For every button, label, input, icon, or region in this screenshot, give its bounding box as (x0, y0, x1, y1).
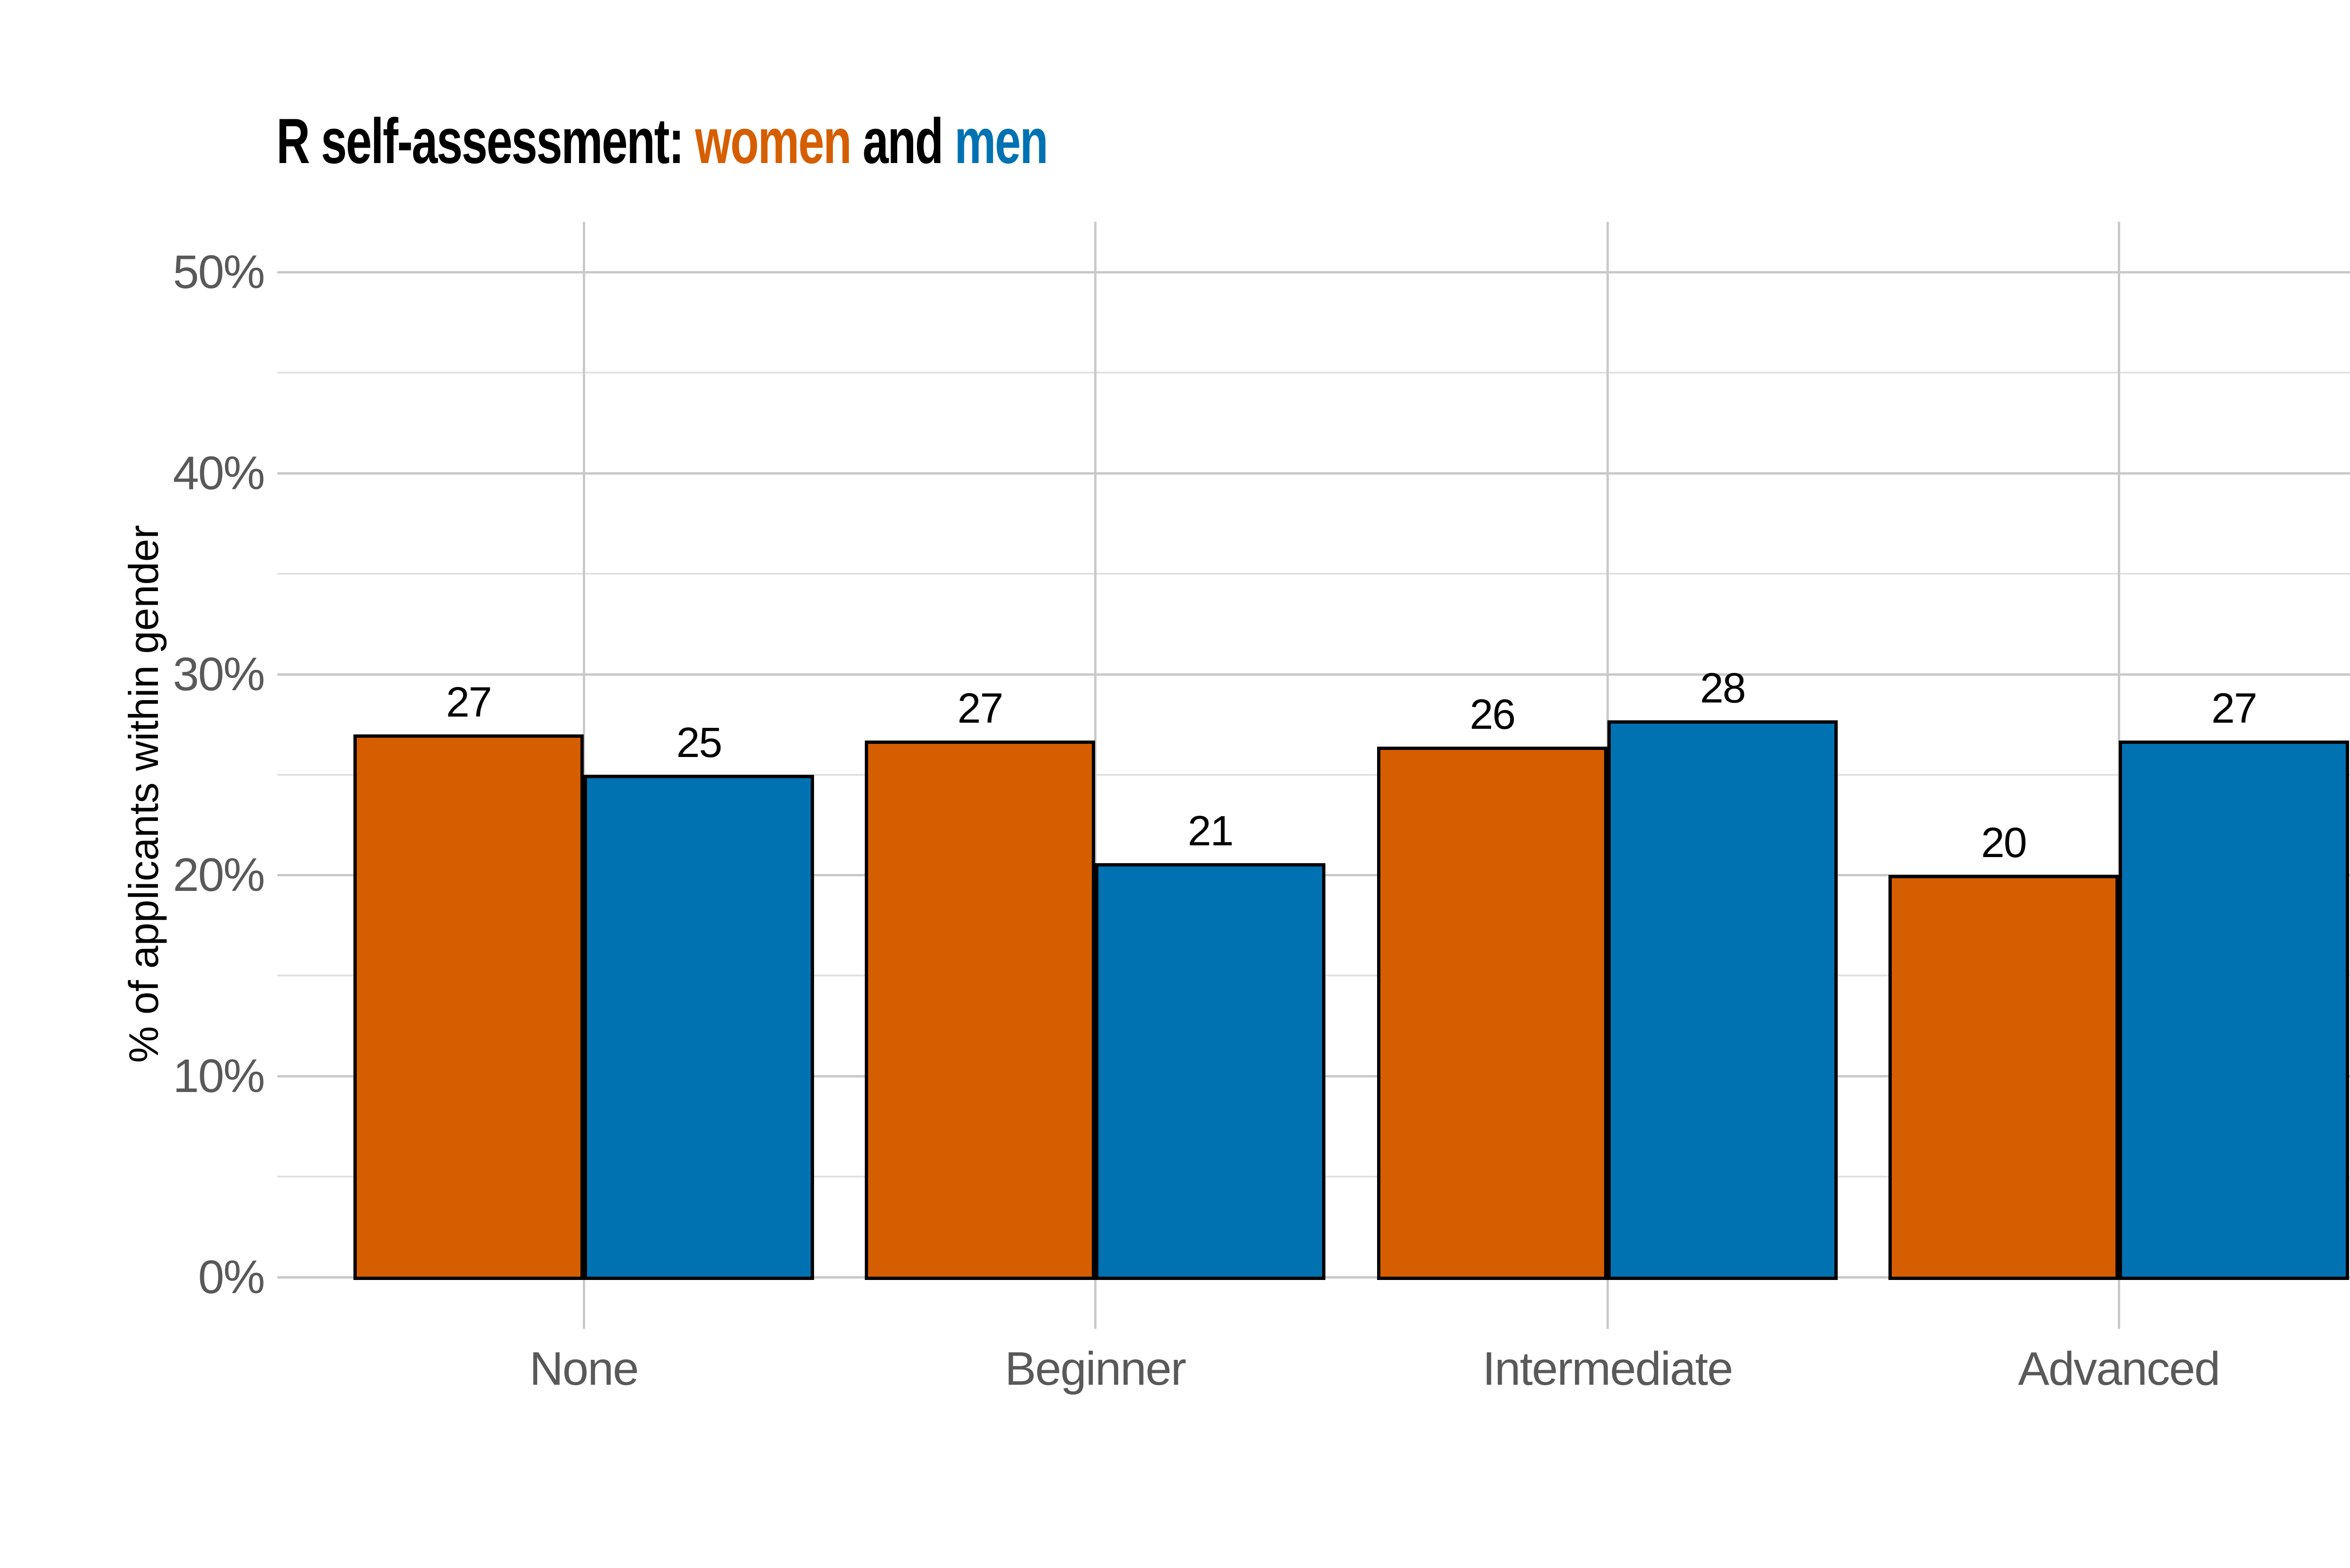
chart-title-and-word: and (850, 105, 955, 177)
bar-label-women-advanced: 20 (1981, 819, 2027, 867)
gridline-minor-35 (277, 572, 2350, 575)
bar-women-beginner (865, 740, 1095, 1280)
x-tick-label-advanced: Advanced (2018, 1342, 2221, 1395)
x-tick-label-none: None (529, 1342, 639, 1395)
bar-men-none (584, 774, 814, 1280)
gridline-minor-25 (277, 773, 2350, 776)
bar-label-men-advanced: 27 (2211, 685, 2257, 732)
bar-women-intermediate (1377, 746, 1607, 1280)
chart-title-men-word: men (954, 105, 1049, 177)
bar-men-beginner (1095, 863, 1325, 1280)
x-tick-advanced (2118, 1277, 2120, 1329)
chart-title-women-word: women (695, 105, 852, 177)
gridline-minor-45 (277, 371, 2350, 374)
bar-men-intermediate (1607, 720, 1838, 1280)
y-tick-label-30: 30% (172, 647, 265, 701)
y-tick-label-20: 20% (172, 849, 265, 902)
bar-label-men-intermediate: 28 (1700, 664, 1746, 712)
y-tick-label-0: 0% (198, 1251, 265, 1303)
x-tick-none (583, 1277, 585, 1329)
bar-women-none (353, 734, 584, 1280)
bar-label-men-none: 25 (676, 719, 722, 766)
bar-women-advanced (1888, 875, 2119, 1280)
gridline-major-40 (277, 472, 2350, 475)
bar-label-men-beginner: 21 (1187, 807, 1234, 855)
bar-label-women-none: 27 (446, 679, 492, 726)
gridline-vertical-beginner (1094, 222, 1097, 1277)
y-tick-label-50: 50% (172, 246, 265, 298)
gridline-major-50 (277, 271, 2350, 273)
x-tick-label-intermediate: Intermediate (1482, 1342, 1733, 1395)
bar-men-advanced (2119, 740, 2349, 1280)
y-tick-label-40: 40% (172, 446, 265, 499)
chart-title-prefix: R self-assessment: (276, 105, 695, 177)
x-tick-beginner (1094, 1277, 1097, 1329)
bar-label-women-beginner: 27 (957, 685, 1003, 732)
x-tick-label-beginner: Beginner (1004, 1342, 1186, 1395)
gridline-vertical-none (583, 222, 585, 1277)
chart-title: R self-assessment: women and men (276, 104, 1049, 178)
gridline-major-30 (277, 673, 2350, 676)
bar-label-women-intermediate: 26 (1469, 691, 1516, 738)
x-tick-intermediate (1606, 1277, 1609, 1329)
y-tick-label-10: 10% (172, 1050, 265, 1103)
